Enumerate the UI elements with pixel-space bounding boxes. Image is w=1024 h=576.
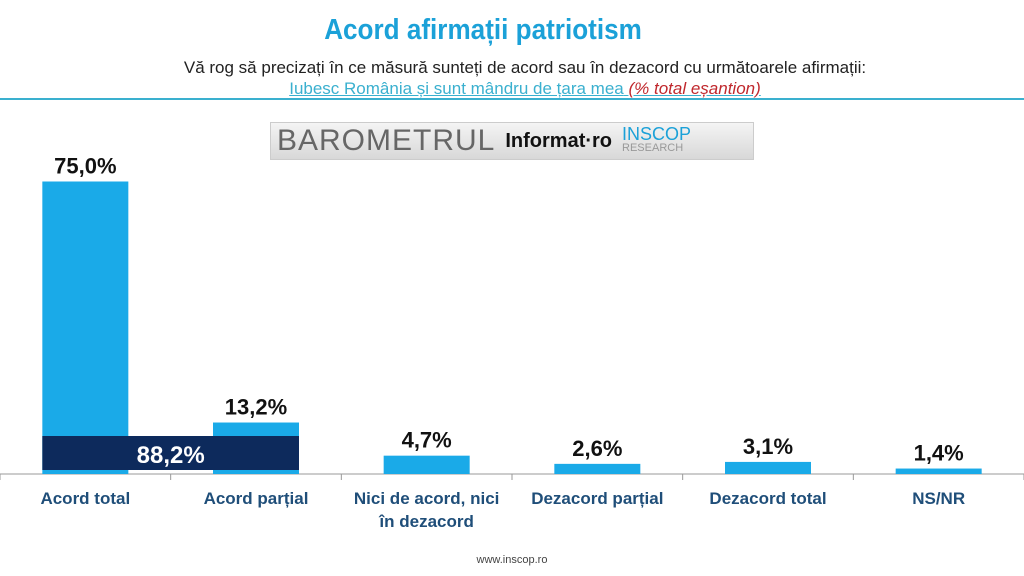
sample-note: (% total eșantion) <box>628 79 761 98</box>
combined-bar <box>42 436 299 470</box>
category-label: Acord parțial <box>204 489 309 508</box>
data-label: 75,0% <box>54 154 116 179</box>
category-label: Dezacord parțial <box>531 489 663 508</box>
footer-url: www.inscop.ro <box>476 554 548 566</box>
bar <box>383 455 470 474</box>
data-label: 1,4% <box>914 441 964 466</box>
inscop-text: INSCOP <box>622 124 692 144</box>
data-label: 3,1% <box>743 434 793 459</box>
category-label: Nici de acord, nici <box>354 489 500 508</box>
combined-label: 88,2% <box>137 442 205 469</box>
category-label: NS/NR <box>912 489 965 508</box>
informat-logo: Informat·ro <box>505 129 613 152</box>
barometru-logo: BAROMETRUL <box>277 124 496 157</box>
category-label: Acord total <box>40 489 130 508</box>
statement: Iubesc România și sunt mândru de țara me… <box>289 79 624 98</box>
category-label: în dezacord <box>378 512 473 531</box>
divider <box>0 98 1024 100</box>
bar <box>725 461 811 474</box>
bar <box>42 181 129 474</box>
data-label: 13,2% <box>225 395 287 420</box>
bar <box>554 463 641 474</box>
category-label: Dezacord total <box>709 489 826 508</box>
data-label: 2,6% <box>572 436 622 461</box>
bar <box>895 468 982 474</box>
research-text: RESEARCH <box>622 142 684 154</box>
page-title: Acord afirmații patriotism <box>324 14 642 46</box>
logo-banner: BAROMETRUL Informat·ro INSCOP RESEARCH <box>270 122 754 160</box>
data-label: 4,7% <box>402 428 452 453</box>
inscop-logo: INSCOP RESEARCH <box>622 124 692 155</box>
question-text: Vă rog să precizați în ce măsură sunteți… <box>183 58 867 77</box>
statement-line: Iubesc România și sunt mândru de țara me… <box>0 79 1024 99</box>
